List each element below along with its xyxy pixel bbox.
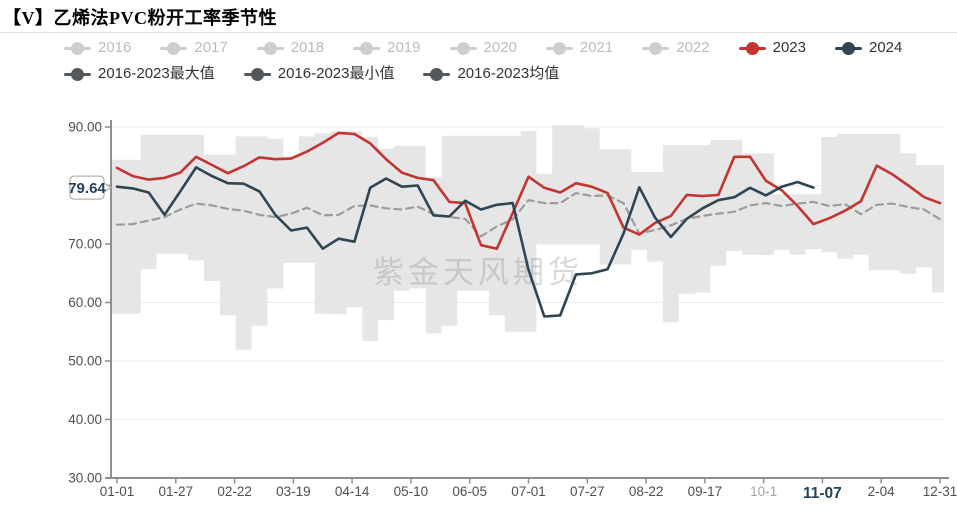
legend-line-dot-icon [160, 41, 188, 55]
legend-item-2018[interactable]: 2018 [256, 38, 325, 58]
y-tick-label: 70.00 [68, 237, 102, 252]
x-tick-label: 07-27 [570, 484, 605, 499]
x-tick-label: 01-27 [159, 484, 194, 499]
legend-line-dot-icon [256, 41, 284, 55]
legend-item-2020[interactable]: 2020 [449, 38, 517, 58]
legend-line-dot-icon [545, 41, 573, 55]
legend-item-2021[interactable]: 2021 [545, 38, 614, 58]
x-tick-label-emphasis: 11-07 [803, 485, 842, 502]
x-tick-label: 08-22 [629, 484, 664, 499]
legend-label: 2016 [98, 39, 132, 56]
legend-label: 2016-2023均值 [457, 65, 560, 82]
watermark: 紫金天风期货 [373, 255, 583, 290]
chart-legend: 2016 2017 2018 2019 2020 2021 2022 2023 2024 2016… [64, 37, 931, 89]
legend-item-2019[interactable]: 2019 [353, 38, 421, 58]
x-tick-label: 03-19 [276, 484, 311, 499]
legend-line-dot-icon [423, 67, 451, 81]
y-tick-label: 50.00 [68, 354, 102, 369]
legend-row-1: 2016 2017 2018 2019 2020 2021 2022 2023 2024 [64, 37, 931, 59]
y-tick-label: 40.00 [68, 412, 102, 427]
minmax-band [111, 125, 944, 350]
legend-line-dot-icon [353, 41, 381, 55]
legend-item-2016-2023最大值[interactable]: 2016-2023最大值 [64, 64, 215, 84]
legend-label: 2018 [290, 39, 325, 56]
x-tick-label: 2-04 [868, 484, 896, 499]
legend-item-2017[interactable]: 2017 [160, 38, 228, 58]
series-line-2024 [115, 166, 815, 318]
x-tick-label: 05-10 [394, 484, 429, 499]
legend-item-2016-2023均值[interactable]: 2016-2023均值 [423, 64, 559, 84]
series-line-2023 [115, 131, 942, 250]
legend-line-dot-icon [642, 41, 670, 55]
legend-label: 2016-2023最大值 [98, 65, 215, 82]
x-tick-label: 02-22 [217, 484, 252, 499]
x-tick-label: 10-1 [750, 484, 777, 499]
legend-label: 2023 [772, 39, 806, 56]
y-axis-badge [69, 175, 113, 200]
x-tick-label: 04-14 [335, 484, 370, 499]
mean-line-2016-2023 [115, 192, 942, 238]
legend-label: 2024 [869, 39, 903, 56]
x-tick-label: 09-17 [688, 484, 723, 499]
legend-item-2016-2023最小值[interactable]: 2016-2023最小值 [243, 64, 395, 84]
legend-item-2023[interactable]: 2023 [738, 38, 806, 58]
x-tick-label: 12-31 [923, 484, 957, 499]
x-tick-label: 06-05 [452, 484, 487, 499]
legend-item-2016[interactable]: 2016 [64, 38, 131, 58]
y-axis-badge-value: 79.64 [68, 180, 106, 197]
legend-label: 2021 [579, 39, 614, 56]
legend-line-dot-icon [738, 41, 766, 55]
legend-row-2: 2016-2023最大值 2016-2023最小值 2016-2023均值 [64, 63, 931, 85]
y-tick-label: 60.00 [68, 295, 102, 310]
legend-label: 2017 [194, 39, 228, 56]
legend-item-2024[interactable]: 2024 [835, 38, 902, 58]
legend-item-2022[interactable]: 2022 [642, 38, 710, 58]
y-tick-label: 30.00 [68, 471, 102, 486]
legend-line-dot-icon [64, 41, 91, 55]
legend-line-dot-icon [449, 41, 477, 55]
title-separator [0, 32, 957, 33]
legend-label: 2016-2023最小值 [277, 65, 395, 82]
legend-label: 2022 [676, 39, 710, 56]
page-title: 【V】乙烯法PVC粉开工率季节性 [3, 8, 277, 28]
legend-label: 2019 [387, 39, 421, 56]
legend-label: 2020 [483, 39, 517, 56]
legend-line-dot-icon [835, 41, 862, 55]
x-tick-label: 01-01 [100, 484, 135, 499]
y-tick-label: 90.00 [68, 120, 102, 135]
x-tick-label: 07-01 [511, 484, 546, 499]
legend-line-dot-icon [243, 67, 271, 81]
legend-line-dot-icon [64, 67, 91, 81]
